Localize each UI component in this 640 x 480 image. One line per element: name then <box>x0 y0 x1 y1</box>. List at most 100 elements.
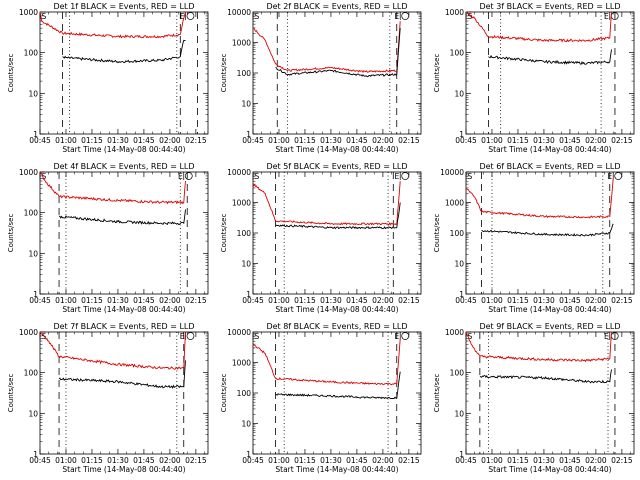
x-tick-label: 02:00 <box>159 136 181 145</box>
start-marker-label: S <box>255 332 260 341</box>
x-tick-label: 01:30 <box>533 136 555 145</box>
detector-panel: Det 8f BLACK = Events, RED = LLD 1 10 100 10… <box>220 322 422 474</box>
y-axis-label: Counts/sec <box>7 54 15 93</box>
x-tick-label: 02:00 <box>585 296 607 305</box>
x-tick-label: 01:45 <box>346 456 368 465</box>
y-tick-label: 100 <box>24 209 39 218</box>
x-tick-label: 01:00 <box>268 296 290 305</box>
x-tick-label: 02:15 <box>185 456 207 465</box>
x-tick-label: 00:45 <box>242 296 264 305</box>
x-axis-label: Start Time (14-May-08 00:44:40) <box>275 145 398 154</box>
x-axis-label: Start Time (14-May-08 00:44:40) <box>488 145 611 154</box>
y-tick-label: 100 <box>450 229 465 238</box>
end-marker-label: E <box>394 332 399 341</box>
y-tick-label: 100 <box>237 389 252 398</box>
x-tick-label: 01:30 <box>107 296 129 305</box>
y-tick-label: 1000 <box>19 328 38 337</box>
y-tick-label: 1 <box>459 450 464 459</box>
x-tick-label: 02:15 <box>611 136 633 145</box>
x-tick-label: 01:00 <box>55 296 77 305</box>
x-axis-label: Start Time (14-May-08 00:44:40) <box>62 465 185 474</box>
y-tick-label: 1000 <box>232 199 251 208</box>
x-tick-label: 02:00 <box>372 296 394 305</box>
start-marker-label: S <box>42 172 47 181</box>
events-series-line <box>62 39 186 64</box>
x-tick-label: 00:45 <box>242 456 264 465</box>
x-axis-label: Start Time (14-May-08 00:44:40) <box>62 145 185 154</box>
plot-frame <box>465 331 635 455</box>
detector-panel: Det 5f BLACK = Events, RED = LLD 1 10 100 10… <box>220 162 422 314</box>
lld-series-line <box>252 21 401 74</box>
x-tick-label: 01:30 <box>320 456 342 465</box>
y-axis-label: Counts/sec <box>433 374 441 413</box>
x-tick-label: 00:45 <box>455 456 477 465</box>
events-series-line <box>275 202 401 230</box>
y-tick-label: 1000 <box>232 39 251 48</box>
x-tick-label: 01:45 <box>559 136 581 145</box>
x-tick-label: 02:15 <box>185 136 207 145</box>
panel-title: Det 6f BLACK = Events, RED = LLD <box>479 162 620 171</box>
events-series-line <box>275 27 401 78</box>
x-tick-label: 01:15 <box>81 296 103 305</box>
start-marker-label: S <box>255 12 260 21</box>
end-marker-label: E <box>604 332 609 341</box>
plot-frame <box>252 171 422 295</box>
x-tick-label: 01:00 <box>55 136 77 145</box>
end-marker-label: E <box>394 12 399 21</box>
end-marker-label: E <box>180 332 185 341</box>
panel-title: Det 7f BLACK = Events, RED = LLD <box>53 322 194 331</box>
detector-panel: Det 9f BLACK = Events, RED = LLD 1 10 100 10… <box>433 322 635 474</box>
end-marker-label: E <box>178 172 183 181</box>
end-marker-circle <box>401 332 410 340</box>
end-marker-circle <box>401 12 410 20</box>
x-tick-label: 01:45 <box>346 136 368 145</box>
end-marker-circle <box>186 332 195 340</box>
x-tick-label: 02:00 <box>585 456 607 465</box>
y-tick-label: 10 <box>241 100 251 109</box>
x-tick-label: 01:30 <box>320 136 342 145</box>
y-tick-label: 1 <box>246 130 251 139</box>
y-axis-label: Counts/sec <box>220 214 228 253</box>
y-tick-label: 10000 <box>440 168 464 177</box>
panel-title: Det 5f BLACK = Events, RED = LLD <box>266 162 407 171</box>
y-tick-label: 10 <box>28 249 38 258</box>
y-tick-label: 1 <box>33 130 38 139</box>
x-tick-label: 01:15 <box>507 296 529 305</box>
y-tick-label: 10000 <box>227 8 251 17</box>
y-tick-label: 1000 <box>445 199 464 208</box>
y-axis-label: Counts/sec <box>433 54 441 93</box>
lld-series-line <box>465 178 614 219</box>
x-tick-label: 01:30 <box>533 296 555 305</box>
panel-title: Det 9f BLACK = Events, RED = LLD <box>479 322 620 331</box>
events-series-line <box>58 360 186 389</box>
x-tick-label: 01:45 <box>133 456 155 465</box>
x-tick-label: 01:15 <box>294 136 316 145</box>
y-tick-label: 10 <box>454 260 464 269</box>
events-series-line <box>275 371 401 400</box>
x-tick-label: 02:00 <box>372 456 394 465</box>
x-tick-label: 02:15 <box>611 456 633 465</box>
detector-panel: Det 4f BLACK = Events, RED = LLD 1 10 100 10… <box>7 162 209 314</box>
panel-title: Det 2f BLACK = Events, RED = LLD <box>266 2 407 11</box>
lld-series-line <box>466 11 612 43</box>
x-tick-label: 01:45 <box>559 296 581 305</box>
x-tick-label: 02:15 <box>398 456 420 465</box>
y-axis-label: Counts/sec <box>220 374 228 413</box>
start-marker-label: S <box>468 172 473 181</box>
y-tick-label: 10 <box>28 89 38 98</box>
y-tick-label: 10 <box>454 409 464 418</box>
lld-series-line <box>465 331 612 363</box>
x-tick-label: 01:00 <box>481 296 503 305</box>
x-axis-label: Start Time (14-May-08 00:44:40) <box>488 305 611 314</box>
y-tick-label: 1 <box>459 290 464 299</box>
y-tick-label: 1 <box>33 450 38 459</box>
panel-title: Det 1f BLACK = Events, RED = LLD <box>53 2 194 11</box>
end-marker-circle <box>401 172 410 180</box>
y-tick-label: 1 <box>246 290 251 299</box>
x-tick-label: 00:45 <box>29 296 51 305</box>
detector-panel: Det 1f BLACK = Events, RED = LLD 1 10 100 10… <box>7 2 209 154</box>
lld-series-line <box>39 11 186 39</box>
x-tick-label: 00:45 <box>29 456 51 465</box>
y-tick-label: 10000 <box>227 168 251 177</box>
